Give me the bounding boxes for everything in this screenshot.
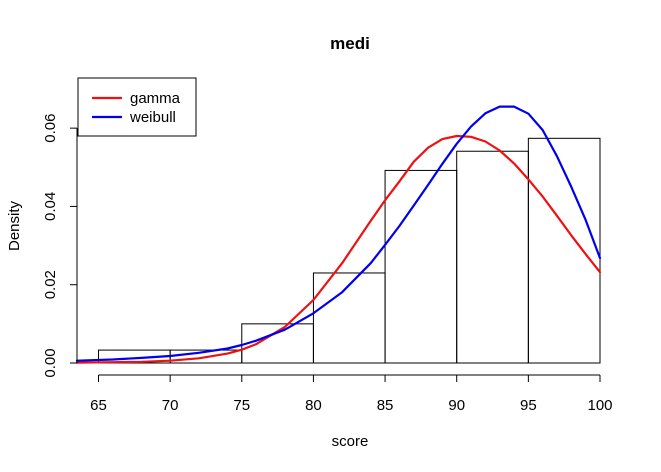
x-axis: 65 70 75 80 85 90 95 100 (90, 374, 613, 414)
density-curves (75, 105, 602, 364)
x-tick-label-85: 85 (377, 397, 394, 414)
legend-label-weibull: weibull (129, 109, 176, 126)
y-axis-label: Density (6, 200, 23, 251)
y-tick-label-0.02: 0.02 (42, 270, 59, 299)
x-tick-label-65: 65 (90, 397, 107, 414)
weibull-curve (75, 105, 602, 362)
gamma-curve (75, 134, 602, 364)
y-tick-label-0.04: 0.04 (42, 192, 59, 221)
x-tick-label-80: 80 (305, 397, 322, 414)
x-tick-label-95: 95 (520, 397, 537, 414)
y-tick-label-0.00: 0.00 (42, 348, 59, 377)
chart-title: medi (330, 34, 370, 53)
x-tick-label-100: 100 (587, 397, 612, 414)
histogram-bar-5 (384, 169, 458, 364)
histogram-bar-3 (241, 323, 314, 364)
y-axis: 0.00 0.02 0.04 0.06 (42, 114, 78, 378)
legend-label-gamma: gamma (130, 90, 181, 107)
x-tick-label-70: 70 (162, 397, 179, 414)
legend: gamma weibull (77, 77, 197, 137)
x-tick-label-90: 90 (448, 397, 465, 414)
y-tick-label-0.06: 0.06 (42, 114, 59, 143)
histogram-bar-7 (527, 137, 601, 364)
histogram-bars (97, 137, 601, 364)
x-tick-label-75: 75 (233, 397, 250, 414)
histogram-bar-6 (456, 150, 529, 364)
legend-box (77, 77, 197, 137)
x-axis-label: score (332, 433, 369, 450)
